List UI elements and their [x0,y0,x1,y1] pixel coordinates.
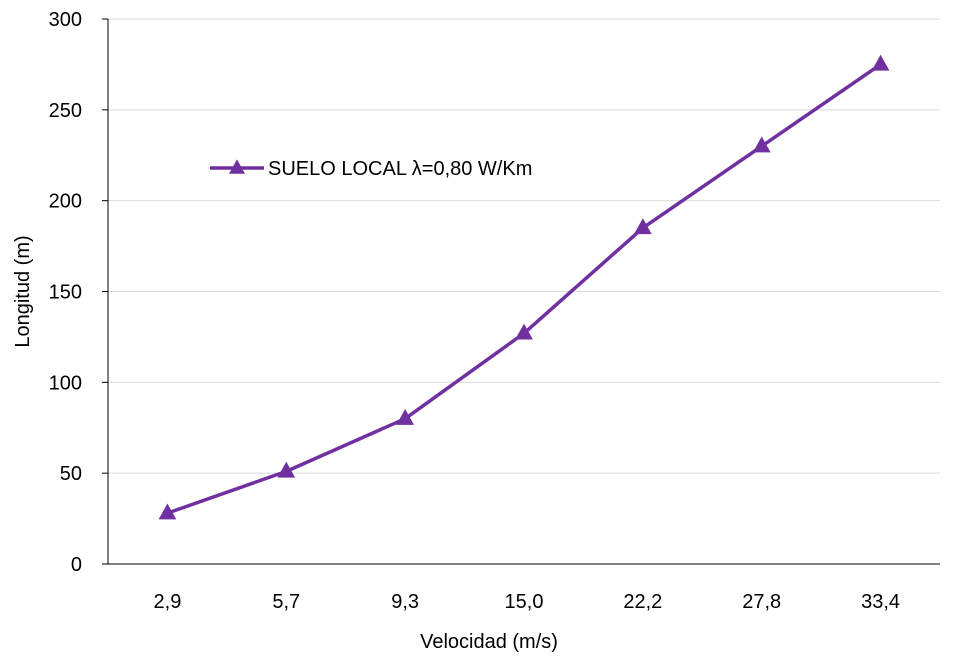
legend: SUELO LOCAL λ=0,80 W/Km [210,158,532,180]
y-tick-label: 250 [49,100,82,122]
x-tick-label: 22,2 [623,591,662,613]
x-tick-label: 15,0 [505,591,544,613]
data-point-marker [277,461,296,478]
x-tick-label: 33,4 [861,591,900,613]
data-point-marker [158,503,177,520]
x-tick-label: 2,9 [154,591,182,613]
data-point-marker [396,408,414,425]
x-tick-label: 9,3 [391,591,419,613]
x-tick-label: 27,8 [742,591,781,613]
series [158,54,890,520]
x-tick-labels: 2,9 5,7 9,3 15,0 22,2 27,8 33,4 [154,591,901,613]
y-tick-label: 300 [49,9,82,31]
x-tick-label: 5,7 [272,591,300,613]
x-axis-title: Velocidad (m/s) [420,631,558,653]
gridlines [108,18,940,474]
series-line [166,62,882,515]
y-tick-label: 100 [49,372,82,394]
legend-label: SUELO LOCAL λ=0,80 W/Km [268,158,532,180]
data-point-marker [634,218,652,235]
y-axis-title: Longitud (m) [12,235,34,347]
y-tick-label: 50 [60,463,82,485]
legend-triangle-marker [229,159,245,174]
y-tick-labels: 0 50 100 150 200 250 300 [49,9,108,576]
data-point-marker [752,136,771,153]
y-tick-label: 150 [49,282,82,304]
data-point-marker [515,323,533,340]
data-point-marker [871,54,890,71]
y-tick-label: 200 [49,191,82,213]
y-tick-label: 0 [71,554,82,576]
